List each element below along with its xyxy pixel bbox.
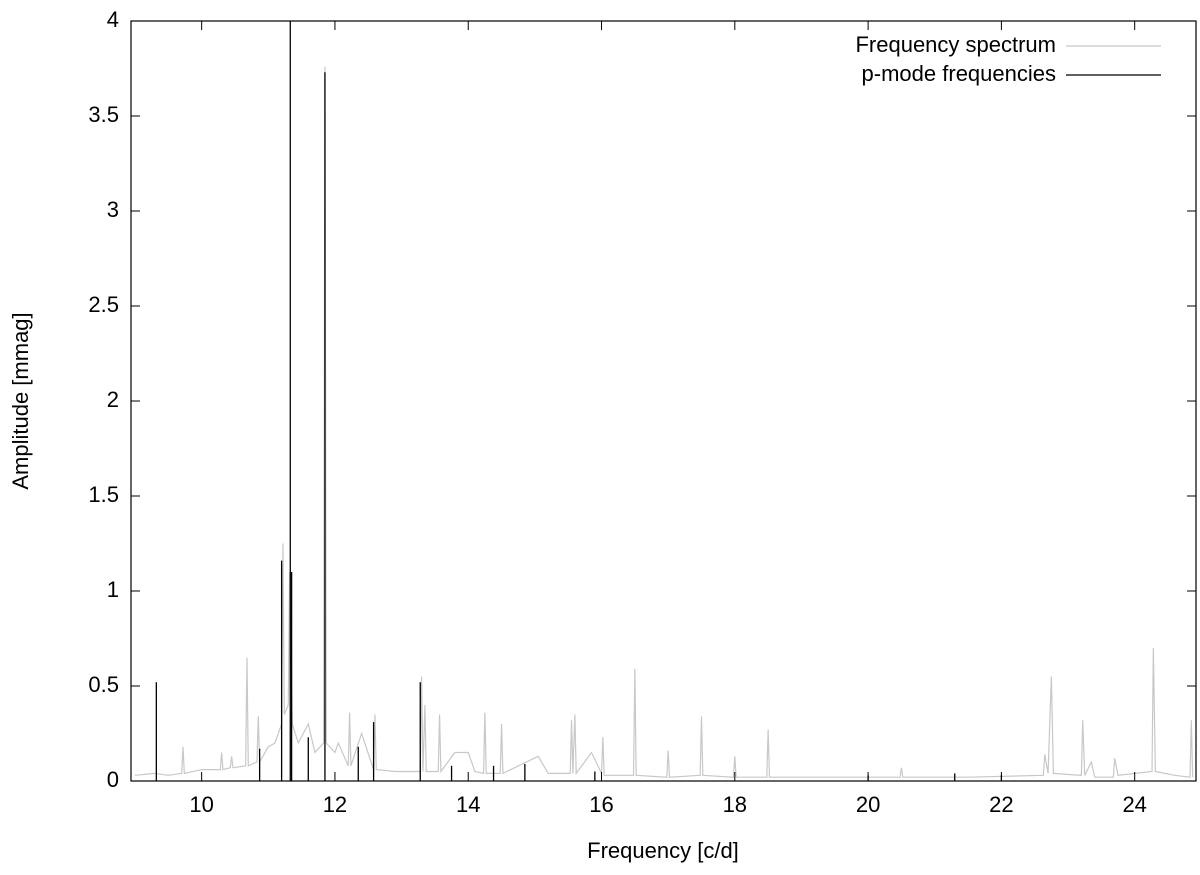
y-tick-label: 1 (107, 577, 119, 602)
y-tick-label: 3 (107, 197, 119, 222)
x-axis-label: Frequency [c/d] (587, 838, 739, 863)
spectrum-line (134, 66, 1194, 778)
y-tick-label: 2.5 (88, 292, 119, 317)
x-tick-label: 20 (856, 792, 880, 817)
x-tick-label: 18 (723, 792, 747, 817)
x-tick-label: 16 (589, 792, 613, 817)
plot-area (134, 21, 1194, 781)
legend-label: Frequency spectrum (855, 32, 1056, 57)
x-tick-label: 12 (323, 792, 347, 817)
legend-label: p-mode frequencies (862, 61, 1056, 86)
y-tick-label: 1.5 (88, 482, 119, 507)
y-tick-label: 3.5 (88, 102, 119, 127)
y-tick-label: 0 (107, 767, 119, 792)
x-tick-label: 10 (189, 792, 213, 817)
y-tick-label: 2 (107, 387, 119, 412)
x-tick-label: 24 (1122, 792, 1146, 817)
x-tick-label: 22 (989, 792, 1013, 817)
y-axis-label: Amplitude [mmag] (8, 312, 33, 489)
y-tick-label: 4 (107, 7, 119, 32)
y-tick-label: 0.5 (88, 672, 119, 697)
x-tick-label: 14 (456, 792, 480, 817)
